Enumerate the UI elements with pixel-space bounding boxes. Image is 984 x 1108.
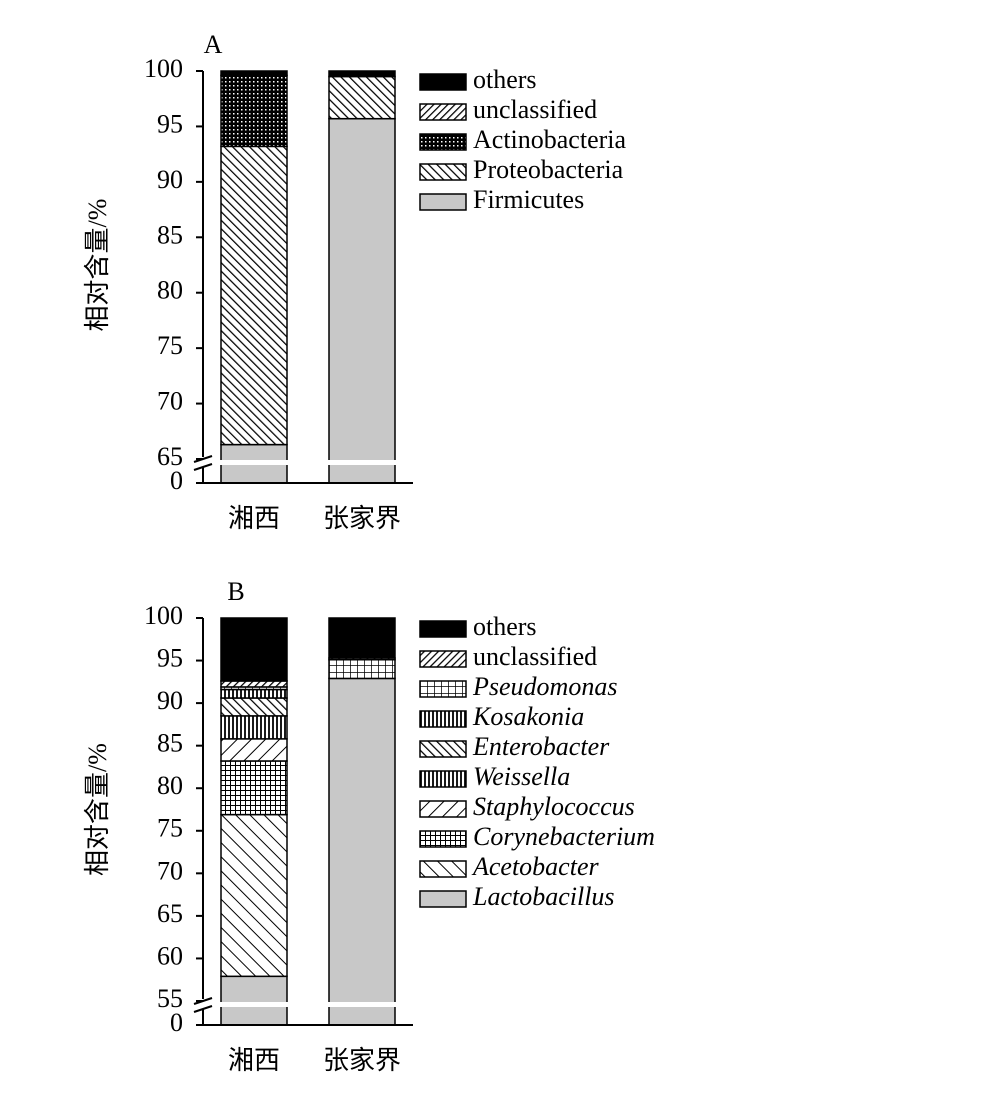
- x-tick-label: 湘西: [228, 504, 280, 533]
- x-tick-label: 张家界: [323, 1046, 401, 1075]
- y-tick-label: 90: [157, 165, 183, 194]
- legend-label: Proteobacteria: [473, 155, 624, 184]
- bar-segment: [220, 813, 288, 978]
- bar-segment: [220, 760, 288, 816]
- y-axis-label: 相对含量/%: [83, 743, 112, 876]
- bar-segment: [220, 975, 288, 1026]
- axis-break-gap: [212, 460, 407, 465]
- bar-segment: [220, 74, 288, 148]
- bar-segment: [220, 70, 288, 77]
- axis-break: [193, 463, 213, 471]
- legend-label: others: [473, 65, 537, 94]
- y-tick-label: 60: [157, 941, 183, 970]
- legend-swatch: [419, 650, 467, 668]
- y-tick-label: 65: [157, 442, 183, 471]
- legend-swatch: [419, 710, 467, 728]
- x-tick-label: 张家界: [323, 504, 401, 533]
- y-tick-label: 95: [157, 109, 183, 138]
- y-tick-label: 100: [144, 601, 183, 630]
- legend-swatch: [419, 830, 467, 848]
- legend-label: unclassified: [473, 95, 597, 124]
- legend-swatch: [419, 620, 467, 638]
- bar-segment: [328, 70, 396, 78]
- y-tick-label: 95: [157, 644, 183, 673]
- bar-segment: [220, 697, 288, 717]
- y-tick-label: 90: [157, 686, 183, 715]
- y-tick-label: 0: [170, 466, 183, 495]
- y-axis-label: 相对含量/%: [83, 199, 112, 332]
- legend-swatch: [419, 860, 467, 878]
- legend-swatch: [419, 193, 467, 211]
- y-tick-label: 85: [157, 729, 183, 758]
- bar-segment: [328, 617, 396, 659]
- axis-break-gap: [212, 1002, 407, 1007]
- bar-segment: [220, 680, 288, 688]
- legend-label: Corynebacterium: [473, 822, 655, 851]
- y-tick-label: 100: [144, 54, 183, 83]
- y-tick-label: 75: [157, 814, 183, 843]
- legend-label: Pseudomonas: [472, 672, 617, 701]
- legend-swatch: [419, 163, 467, 181]
- y-tick-label: 75: [157, 331, 183, 360]
- legend-label: Staphylococcus: [473, 792, 635, 821]
- legend-swatch: [419, 73, 467, 91]
- legend-swatch: [419, 103, 467, 121]
- x-tick-label: 湘西: [228, 1046, 280, 1075]
- legend-swatch: [419, 890, 467, 908]
- legend-label: unclassified: [473, 642, 597, 671]
- legend-label: Weissella: [473, 762, 570, 791]
- legend-label: Lactobacillus: [472, 882, 615, 911]
- y-tick-label: 80: [157, 771, 183, 800]
- y-tick-label: 0: [170, 1008, 183, 1037]
- y-tick-label: 55: [157, 984, 183, 1013]
- y-tick-label: 80: [157, 276, 183, 305]
- bar-segment: [220, 738, 288, 762]
- y-tick-label: 65: [157, 899, 183, 928]
- bar-segment: [328, 117, 396, 484]
- bar-segment: [220, 715, 288, 740]
- legend-label: others: [473, 612, 537, 641]
- bar-segment: [220, 617, 288, 682]
- legend-swatch: [419, 680, 467, 698]
- legend-label: Enterobacter: [472, 732, 610, 761]
- legend-swatch: [419, 800, 467, 818]
- legend-label: Actinobacteria: [473, 125, 626, 154]
- bar-segment: [328, 658, 396, 680]
- chart-title: A: [204, 30, 223, 59]
- legend-label: Kosakonia: [472, 702, 584, 731]
- bar-segment: [220, 688, 288, 699]
- legend-swatch: [419, 770, 467, 788]
- bar-segment: [328, 677, 396, 1026]
- legend-swatch: [419, 133, 467, 151]
- y-tick-label: 85: [157, 220, 183, 249]
- chart-title: B: [227, 577, 244, 606]
- legend-label: Firmicutes: [473, 185, 584, 214]
- legend-swatch: [419, 740, 467, 758]
- bar-segment: [220, 145, 288, 446]
- y-tick-label: 70: [157, 856, 183, 885]
- axis-break: [193, 1005, 213, 1013]
- y-tick-label: 70: [157, 387, 183, 416]
- bar-segment: [328, 75, 396, 120]
- legend-label: Acetobacter: [471, 852, 599, 881]
